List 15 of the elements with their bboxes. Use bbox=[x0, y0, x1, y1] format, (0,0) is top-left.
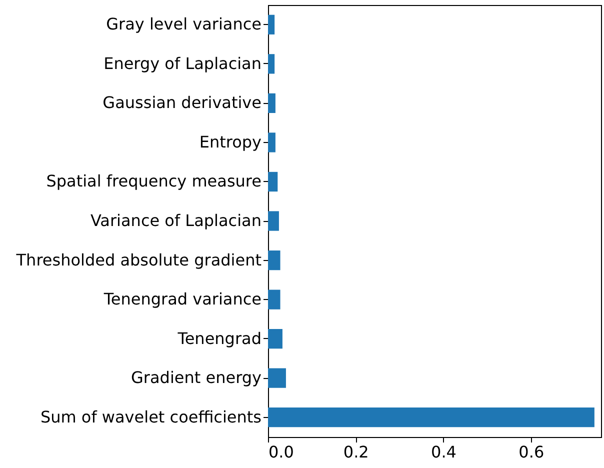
x-tick-label: 0.0 bbox=[268, 442, 294, 462]
y-tick-label: Tenengrad variance bbox=[102, 290, 262, 309]
y-tick-label: Tenengrad bbox=[176, 328, 262, 348]
y-tick-label: Thresholded absolute gradient bbox=[15, 250, 262, 270]
y-tick-label: Sum of wavelet coefficients bbox=[40, 407, 262, 426]
x-tick-label: 0.2 bbox=[343, 442, 369, 462]
y-tick-label: Gaussian derivative bbox=[102, 93, 262, 112]
y-tick-label: Entropy bbox=[199, 132, 262, 152]
y-tick-label: Spatial frequency measure bbox=[46, 172, 262, 191]
y-tick-label: Variance of Laplacian bbox=[90, 211, 262, 230]
y-tick-label: Gradient energy bbox=[131, 368, 262, 388]
y-tick-label: Gray level variance bbox=[106, 14, 262, 34]
x-tick-label: 0.4 bbox=[431, 442, 456, 462]
x-tick-label: 0.6 bbox=[518, 442, 544, 462]
y-tick-label: Energy of Laplacian bbox=[104, 54, 262, 73]
